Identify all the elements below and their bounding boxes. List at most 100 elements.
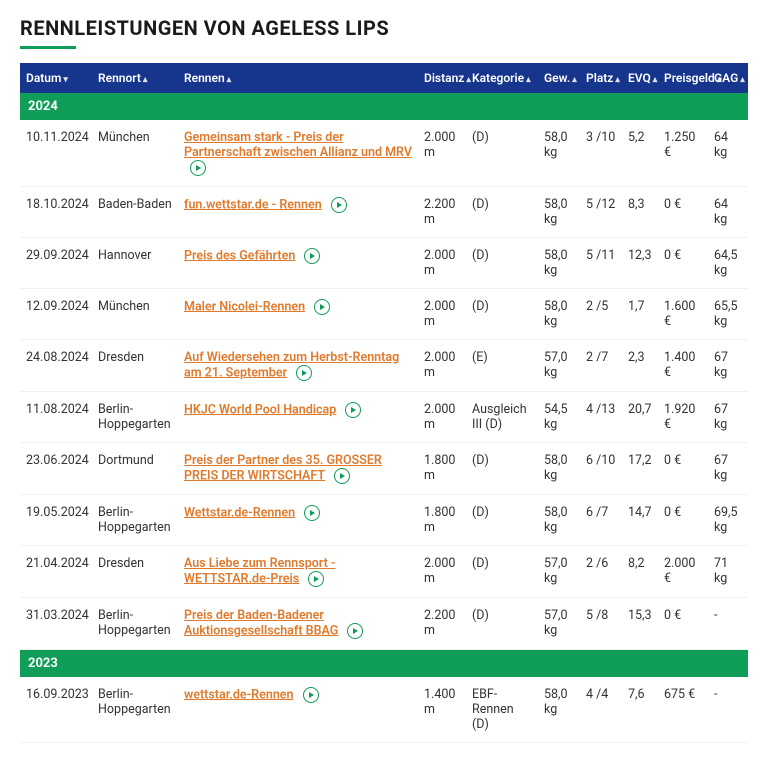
play-icon[interactable] — [304, 248, 320, 264]
play-icon[interactable] — [308, 571, 324, 587]
col-header-gew[interactable]: Gew.▴ — [538, 63, 580, 93]
cell-platz: 5 /12 — [580, 187, 622, 238]
year-label: 2023 — [20, 650, 748, 678]
cell-kategorie: Ausgleich III (D) — [466, 392, 538, 443]
play-icon[interactable] — [314, 299, 330, 315]
cell-evq: 12,3 — [622, 238, 658, 289]
cell-distanz: 2.000 m — [418, 340, 466, 392]
col-header-rennen[interactable]: Rennen▴ — [178, 63, 418, 93]
cell-platz: 4 /13 — [580, 392, 622, 443]
cell-platz: 2 /7 — [580, 340, 622, 392]
cell-preisgeld: 675 € — [658, 677, 708, 743]
sort-asc-icon: ▴ — [740, 75, 745, 85]
cell-evq: 17,2 — [622, 443, 658, 495]
race-link[interactable]: Preis der Partner des 35. GROSSER PREIS … — [184, 453, 382, 483]
cell-evq: 8,2 — [622, 546, 658, 598]
race-link[interactable]: Wettstar.de-Rennen — [184, 505, 295, 520]
cell-distanz: 2.200 m — [418, 598, 466, 650]
cell-rennen: Preis des Gefährten — [178, 238, 418, 289]
cell-rennort: Berlin-Hoppegarten — [92, 392, 178, 443]
col-header-evq[interactable]: EVQ▴ — [622, 63, 658, 93]
race-link[interactable]: Preis des Gefährten — [184, 248, 295, 263]
cell-gag: 67 kg — [708, 340, 748, 392]
play-icon[interactable] — [331, 197, 347, 213]
race-link[interactable]: wettstar.de-Rennen — [184, 687, 294, 702]
cell-distanz: 2.000 m — [418, 289, 466, 340]
play-icon[interactable] — [190, 160, 206, 176]
col-header-platz[interactable]: Platz▴ — [580, 63, 622, 93]
col-header-rennort[interactable]: Rennort▴ — [92, 63, 178, 93]
race-link[interactable]: fun.wettstar.de - Rennen — [184, 197, 322, 212]
cell-evq: 20,7 — [622, 392, 658, 443]
race-performance-panel: RENNLEISTUNGEN VON AGELESS LIPS Datum▾Re… — [0, 0, 766, 759]
race-link[interactable]: HKJC World Pool Handicap — [184, 402, 336, 417]
col-header-label: Rennen — [184, 71, 225, 85]
table-row: 19.05.2024Berlin-HoppegartenWettstar.de-… — [20, 495, 748, 546]
cell-platz: 5 /8 — [580, 598, 622, 650]
cell-gew: 57,0 kg — [538, 546, 580, 598]
col-header-datum[interactable]: Datum▾ — [20, 63, 92, 93]
cell-gag: 65,5 kg — [708, 289, 748, 340]
cell-rennort: Baden-Baden — [92, 187, 178, 238]
cell-platz: 2 /6 — [580, 546, 622, 598]
cell-rennen: Auf Wiedersehen zum Herbst-Renntag am 21… — [178, 340, 418, 392]
col-header-kategorie[interactable]: Kategorie▴ — [466, 63, 538, 93]
cell-distanz: 1.800 m — [418, 495, 466, 546]
table-row: 29.09.2024HannoverPreis des Gefährten 2.… — [20, 238, 748, 289]
year-label: 2024 — [20, 93, 748, 120]
col-header-label: Distanz — [424, 71, 464, 85]
play-icon[interactable] — [347, 623, 363, 639]
cell-distanz: 2.000 m — [418, 120, 466, 187]
col-header-gag[interactable]: GAG▴ — [708, 63, 748, 93]
cell-gew: 58,0 kg — [538, 120, 580, 187]
cell-gag: 71 kg — [708, 546, 748, 598]
play-icon[interactable] — [334, 468, 350, 484]
cell-evq: 7,6 — [622, 677, 658, 743]
cell-preisgeld: 2.000 € — [658, 546, 708, 598]
cell-gag: 64 kg — [708, 187, 748, 238]
race-link[interactable]: Maler Nicolei-Rennen — [184, 299, 305, 314]
cell-evq: 2,3 — [622, 340, 658, 392]
cell-evq: 8,3 — [622, 187, 658, 238]
sort-asc-icon: ▴ — [717, 75, 722, 85]
race-link[interactable]: Auf Wiedersehen zum Herbst-Renntag am 21… — [184, 350, 399, 380]
table-row: 11.08.2024Berlin-Hoppegarten HKJC World P… — [20, 392, 748, 443]
cell-preisgeld: 0 € — [658, 598, 708, 650]
play-icon[interactable] — [345, 402, 361, 418]
sort-asc-icon: ▴ — [227, 75, 232, 85]
cell-datum: 31.03.2024 — [20, 598, 92, 650]
col-header-distanz[interactable]: Distanz▴ — [418, 63, 466, 93]
sort-desc-icon: ▾ — [63, 75, 68, 85]
cell-gag: 69,5 kg — [708, 495, 748, 546]
play-icon[interactable] — [304, 505, 320, 521]
cell-kategorie: (D) — [466, 495, 538, 546]
cell-rennen: fun.wettstar.de - Rennen — [178, 187, 418, 238]
cell-platz: 2 /5 — [580, 289, 622, 340]
cell-rennort: Dresden — [92, 340, 178, 392]
col-header-label: Gew. — [544, 71, 570, 85]
col-header-label: Rennort — [98, 71, 141, 85]
cell-datum: 11.08.2024 — [20, 392, 92, 443]
cell-gew: 58,0 kg — [538, 187, 580, 238]
race-link[interactable]: Gemeinsam stark - Preis der Partnerschaf… — [184, 130, 412, 160]
cell-kategorie: (D) — [466, 187, 538, 238]
play-icon[interactable] — [296, 365, 312, 381]
col-header-label: Preisgeld — [664, 71, 715, 85]
cell-platz: 5 /11 — [580, 238, 622, 289]
cell-preisgeld: 1.920 € — [658, 392, 708, 443]
cell-gew: 57,0 kg — [538, 340, 580, 392]
cell-gew: 58,0 kg — [538, 238, 580, 289]
play-icon[interactable] — [303, 687, 319, 703]
cell-datum: 16.09.2023 — [20, 677, 92, 743]
col-header-preisgeld[interactable]: Preisgeld▴ — [658, 63, 708, 93]
page-title: RENNLEISTUNGEN VON AGELESS LIPS — [20, 16, 746, 40]
race-link[interactable]: Preis der Baden-Badener Auktionsgesellsc… — [184, 608, 338, 638]
cell-rennen: Maler Nicolei-Rennen — [178, 289, 418, 340]
cell-rennort: Dresden — [92, 546, 178, 598]
sort-asc-icon: ▴ — [653, 75, 658, 85]
table-row: 12.09.2024MünchenMaler Nicolei-Rennen 2.… — [20, 289, 748, 340]
cell-kategorie: (D) — [466, 443, 538, 495]
cell-preisgeld: 0 € — [658, 238, 708, 289]
cell-kategorie: EBF-Rennen (D) — [466, 677, 538, 743]
cell-datum: 10.11.2024 — [20, 120, 92, 187]
